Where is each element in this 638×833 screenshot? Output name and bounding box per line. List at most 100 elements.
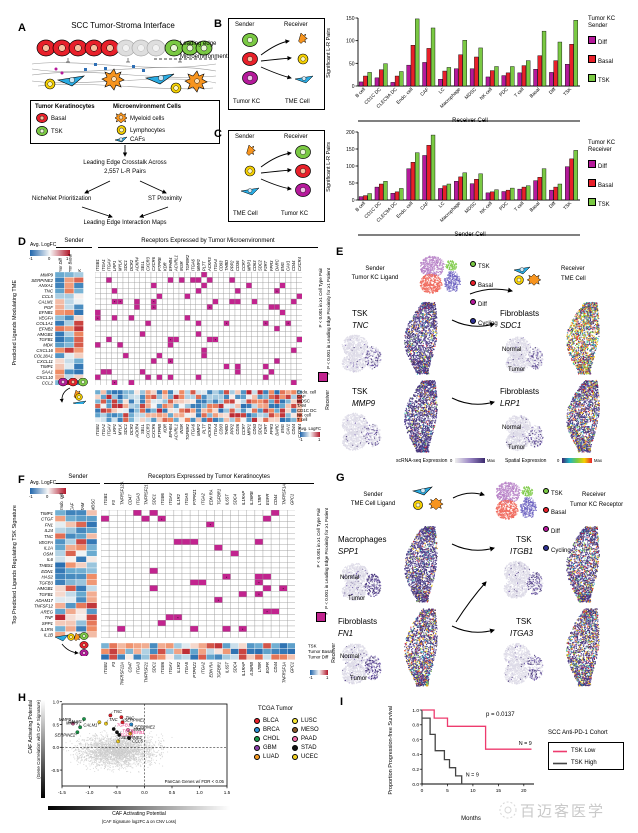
svg-text:MDSC: MDSC — [464, 86, 479, 101]
panel-g-pair1-spatial — [404, 526, 438, 603]
svg-text:150: 150 — [346, 147, 355, 153]
panel-g-label: G — [336, 472, 345, 484]
panel-e-cbar-sc-min: 0 — [450, 458, 452, 463]
svg-text:MMP2: MMP2 — [196, 258, 201, 271]
svg-text:ENG: ENG — [280, 423, 285, 433]
svg-text:LC: LC — [438, 86, 447, 95]
panel-i-cohort-title: SCC Anti-PD-1 Cohort — [548, 730, 608, 736]
panel-b-ylabel: Significant L-R Pairs — [326, 28, 333, 78]
panel-f-cbar-min: -1 — [29, 494, 33, 499]
tcga-legend-item: MESO — [292, 727, 330, 733]
panel-b-legend-title-1: Tumor KC — [588, 16, 615, 22]
legend-item-myeloid: Myeloid cells — [130, 116, 164, 122]
svg-text:T cell: T cell — [513, 201, 525, 213]
tcga-legend-item: CHOL — [254, 736, 292, 742]
umap-legend-dot-diff — [470, 298, 476, 305]
tcga-legend-label: CHOL — [263, 736, 280, 742]
flow-crosstalk: Leading Edge Crosstalk Across — [55, 160, 195, 166]
panel-d-cbar-min: -1 — [29, 256, 33, 261]
svg-text:THBD: THBD — [224, 424, 229, 435]
tcga-legend-item: GBM — [254, 745, 292, 751]
panel-g-pair1-right-gene: ITGB1 — [510, 548, 533, 556]
watermark-logo-icon — [499, 801, 517, 819]
svg-text:MDSC: MDSC — [464, 200, 479, 215]
svg-text:ACVRL1: ACVRL1 — [174, 255, 179, 272]
panel-f-cbar2-min: -1 — [309, 675, 313, 680]
panel-h-label: H — [18, 692, 26, 704]
panel-e-pair2-arrow — [451, 397, 495, 406]
tcga-legend-item: STAD — [292, 745, 330, 751]
legend-line-tsk-low — [553, 750, 567, 753]
panel-f-sig-legend-2: P < 0.001 in Leading Edge Proximity for … — [324, 508, 329, 609]
svg-text:MRP1: MRP1 — [246, 424, 251, 435]
svg-text:SELL: SELL — [140, 261, 145, 271]
legend-title-microenv: Microenvironment Cells — [113, 104, 181, 110]
tcga-legend-dot — [254, 736, 260, 742]
panel-g-pair1-umap — [341, 562, 382, 601]
panel-g-pair1-normal: Normal — [340, 575, 359, 581]
panel-f-sig-legend-1: P < 0.001 in ≥1 Cell Type Pair — [316, 508, 321, 567]
svg-text:MDSC: MDSC — [297, 399, 310, 404]
swatch-basal — [588, 178, 596, 187]
svg-text:MYLK: MYLK — [118, 424, 123, 435]
svg-text:150: 150 — [346, 16, 355, 22]
panel-d-ylabel: Predicted Ligands Modulating TME — [12, 280, 18, 366]
panel-f-receptor-rule — [104, 483, 314, 484]
svg-text:COL1A1: COL1A1 — [36, 321, 53, 326]
panel-a-annotation-leading-edge: Leading edge — [180, 41, 216, 47]
panel-e-pair1-right-gene: SDC1 — [500, 322, 521, 330]
svg-text:ITGA6: ITGA6 — [190, 423, 195, 436]
svg-text:CXCR6: CXCR6 — [151, 256, 156, 271]
svg-text:EPHB4: EPHB4 — [168, 257, 173, 271]
svg-text:CAF: CAF — [419, 87, 430, 98]
panel-b-legend-basal: Basal — [598, 59, 613, 65]
panel-d-sender-rule — [56, 247, 92, 248]
svg-text:MMP2: MMP2 — [196, 423, 201, 436]
svg-text:TGFBR2: TGFBR2 — [185, 254, 190, 271]
panel-f-sender-header: Sender — [56, 474, 100, 480]
tcga-legend-label: MESO — [301, 727, 319, 733]
panel-f-cbar-mid: 0 — [46, 494, 48, 499]
panel-e-legend-diff: Diff — [478, 302, 487, 308]
svg-text:LRP1: LRP1 — [112, 261, 117, 271]
panel-g-pair1-arrow — [451, 543, 495, 552]
panel-e-pair1-left-gene: TNC — [352, 322, 368, 330]
panel-g-arrow-top — [452, 491, 485, 499]
svg-text:SDC2: SDC2 — [258, 259, 263, 271]
panel-f-cbar-max: 1 — [62, 494, 64, 499]
tcga-legend-item: PAAD — [292, 736, 330, 742]
svg-text:TSK: TSK — [562, 200, 573, 211]
panel-i-pvalue: p = 0.0137 — [486, 712, 515, 718]
panel-g-pair2-normal: Normal — [340, 654, 359, 660]
svg-text:CD93: CD93 — [218, 423, 223, 434]
svg-text:ITGB1: ITGB1 — [95, 259, 100, 271]
svg-text:NK cell: NK cell — [479, 87, 494, 102]
svg-text:MRP1: MRP1 — [246, 260, 251, 271]
svg-text:100: 100 — [346, 164, 355, 170]
panel-e-cbar-sc — [455, 458, 485, 463]
svg-text:NK cell: NK cell — [297, 412, 311, 417]
panel-e-pair2-right-gene: LRP1 — [500, 400, 520, 408]
panel-g-pair2-arrow — [451, 625, 495, 634]
panel-g-pair2-umap — [341, 643, 382, 685]
panel-b-legend: Tumor KC Sender Diff Basal TSK — [588, 16, 615, 87]
svg-text:CXCL16: CXCL16 — [36, 348, 53, 353]
flow-nichenet: NicheNet Prioritization — [32, 196, 91, 202]
svg-text:CCL5: CCL5 — [42, 294, 54, 299]
swatch-basal — [588, 54, 596, 63]
panel-f-receiver-row-labels: TSK Tumor Basal Tumor Diff — [307, 643, 347, 660]
tcga-legend-dot — [292, 745, 298, 751]
svg-text:VEGFA: VEGFA — [38, 316, 53, 321]
panel-d-cell-icons — [58, 378, 88, 404]
svg-text:TSK: TSK — [562, 86, 573, 97]
svg-text:CCL2: CCL2 — [42, 380, 54, 385]
svg-text:CXCR3: CXCR3 — [146, 256, 151, 271]
svg-text:F2RT: F2RT — [263, 424, 268, 435]
svg-text:MDK: MDK — [43, 343, 54, 348]
panel-g-pair2-right-cell: TSK — [516, 618, 532, 626]
svg-text:*: * — [114, 301, 116, 305]
svg-text:200: 200 — [346, 130, 355, 136]
svg-text:CAF: CAF — [419, 201, 430, 212]
panel-b-legend-title-2: Sender — [588, 23, 615, 29]
panel-h-xlabel: CAF Activating Potential — [48, 812, 230, 817]
